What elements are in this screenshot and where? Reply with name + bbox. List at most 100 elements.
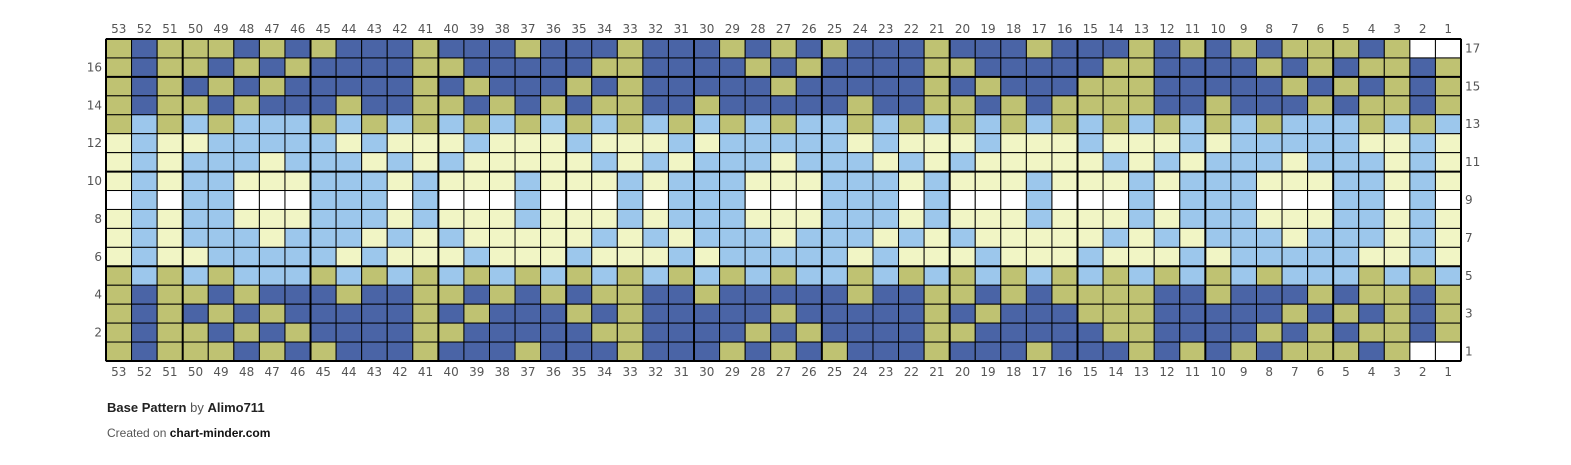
chart-cell-r5-c38 (488, 265, 516, 286)
chart-cell-r8-c19 (974, 208, 1002, 229)
chart-cell-r9-c21 (923, 190, 951, 210)
chart-cell-r10-c4 (1358, 171, 1385, 192)
chart-cell-r16-c6 (1307, 57, 1334, 78)
chart-cell-r3-c12 (1153, 303, 1181, 324)
column-label-bottom: 16 (1057, 365, 1072, 379)
chart-cell-r12-c10 (1204, 133, 1232, 154)
chart-cell-r3-c20 (949, 303, 976, 324)
chart-cell-r14-c25 (821, 95, 848, 116)
chart-cell-r1-c31 (667, 341, 695, 362)
chart-cell-r15-c35 (565, 76, 593, 97)
chart-cell-r9-c14 (1102, 190, 1130, 210)
chart-cell-r9-c40 (437, 190, 465, 210)
column-label-bottom: 21 (929, 365, 944, 379)
chart-cell-r12-c40 (437, 133, 465, 154)
chart-cell-r1-c43 (361, 341, 388, 362)
chart-cell-r16-c9 (1230, 57, 1257, 78)
chart-cell-r2-c29 (719, 322, 746, 343)
chart-cell-r8-c31 (667, 208, 695, 229)
chart-cell-r9-c50 (182, 190, 209, 210)
column-label-bottom: 31 (674, 365, 689, 379)
chart-cell-r9-c3 (1383, 190, 1411, 210)
chart-cell-r11-c33 (616, 152, 644, 173)
chart-cell-r12-c9 (1230, 133, 1257, 154)
chart-cell-r4-c6 (1307, 284, 1334, 305)
column-label-bottom: 1 (1444, 365, 1452, 379)
site-link[interactable]: chart-minder.com (169, 426, 271, 440)
chart-cell-r4-c27 (770, 284, 797, 305)
chart-cell-r1-c28 (744, 341, 772, 362)
chart-cell-r10-c16 (1051, 171, 1079, 192)
chart-cell-r14-c38 (488, 95, 516, 116)
chart-cell-r15-c36 (540, 76, 567, 97)
chart-cell-r6-c36 (540, 246, 567, 267)
chart-cell-r7-c10 (1204, 227, 1232, 248)
chart-cell-r2-c46 (284, 322, 312, 343)
chart-cell-r12-c51 (156, 133, 184, 154)
chart-cell-r17-c19 (974, 38, 1002, 59)
row-label-right: 3 (1465, 307, 1473, 321)
chart-cell-r16-c36 (540, 57, 567, 78)
chart-cell-r3-c11 (1179, 303, 1206, 324)
chart-cell-r5-c31 (667, 265, 695, 286)
chart-cell-r1-c47 (258, 341, 286, 362)
chart-cell-r3-c22 (898, 303, 925, 324)
chart-cell-r6-c52 (131, 246, 158, 267)
chart-cell-r4-c1 (1434, 284, 1462, 305)
chart-cell-r12-c47 (258, 133, 286, 154)
chart-cell-r5-c3 (1383, 265, 1411, 286)
chart-cell-r15-c50 (182, 76, 209, 97)
chart-cell-r16-c46 (284, 57, 312, 78)
chart-cell-r5-c6 (1307, 265, 1334, 286)
by-label: by (190, 400, 204, 415)
chart-cell-r2-c6 (1307, 322, 1334, 343)
chart-cell-r5-c9 (1230, 265, 1257, 286)
chart-cell-r1-c38 (488, 341, 516, 362)
chart-cell-r13-c40 (437, 114, 465, 135)
chart-cell-r7-c14 (1102, 227, 1130, 248)
chart-cell-r5-c15 (1077, 265, 1104, 286)
chart-cell-r3-c14 (1102, 303, 1130, 324)
row-label-left: 8 (94, 212, 102, 226)
column-label-top: 48 (239, 22, 254, 36)
chart-cell-r5-c30 (693, 265, 721, 286)
chart-cell-r6-c11 (1179, 246, 1206, 267)
column-label-top: 40 (444, 22, 459, 36)
chart-cell-r5-c27 (770, 265, 797, 286)
chart-cell-r11-c47 (258, 152, 286, 173)
chart-cell-r5-c5 (1332, 265, 1360, 286)
chart-cell-r5-c37 (514, 265, 542, 286)
chart-cell-r10-c51 (156, 171, 184, 192)
chart-cell-r4-c13 (1128, 284, 1155, 305)
chart-cell-r8-c22 (898, 208, 925, 229)
chart-cell-r6-c43 (361, 246, 388, 267)
chart-cell-r2-c39 (463, 322, 490, 343)
chart-cell-r7-c32 (642, 227, 669, 248)
chart-cell-r16-c22 (898, 57, 925, 78)
chart-cell-r2-c17 (1025, 322, 1053, 343)
chart-cell-r14-c35 (565, 95, 593, 116)
chart-cell-r10-c48 (233, 171, 260, 192)
column-label-top: 42 (392, 22, 407, 36)
chart-cell-r16-c12 (1153, 57, 1181, 78)
chart-cell-r8-c5 (1332, 208, 1360, 229)
chart-cell-r2-c24 (846, 322, 874, 343)
chart-cell-r3-c51 (156, 303, 184, 324)
chart-cell-r9-c53 (105, 190, 133, 210)
row-label-right: 17 (1465, 41, 1480, 55)
chart-cell-r15-c21 (923, 76, 951, 97)
chart-cell-r8-c35 (565, 208, 593, 229)
chart-cell-r4-c10 (1204, 284, 1232, 305)
chart-cell-r8-c52 (131, 208, 158, 229)
chart-cell-r8-c25 (821, 208, 848, 229)
chart-cell-r12-c35 (565, 133, 593, 154)
column-label-top: 7 (1291, 22, 1299, 36)
chart-cell-r11-c23 (872, 152, 900, 173)
chart-cell-r13-c23 (872, 114, 900, 135)
column-label-top: 31 (674, 22, 689, 36)
chart-cell-r17-c16 (1051, 38, 1079, 59)
chart-cell-r5-c34 (591, 265, 618, 286)
chart-cell-r2-c47 (258, 322, 286, 343)
chart-cell-r6-c20 (949, 246, 976, 267)
chart-cell-r17-c23 (872, 38, 900, 59)
